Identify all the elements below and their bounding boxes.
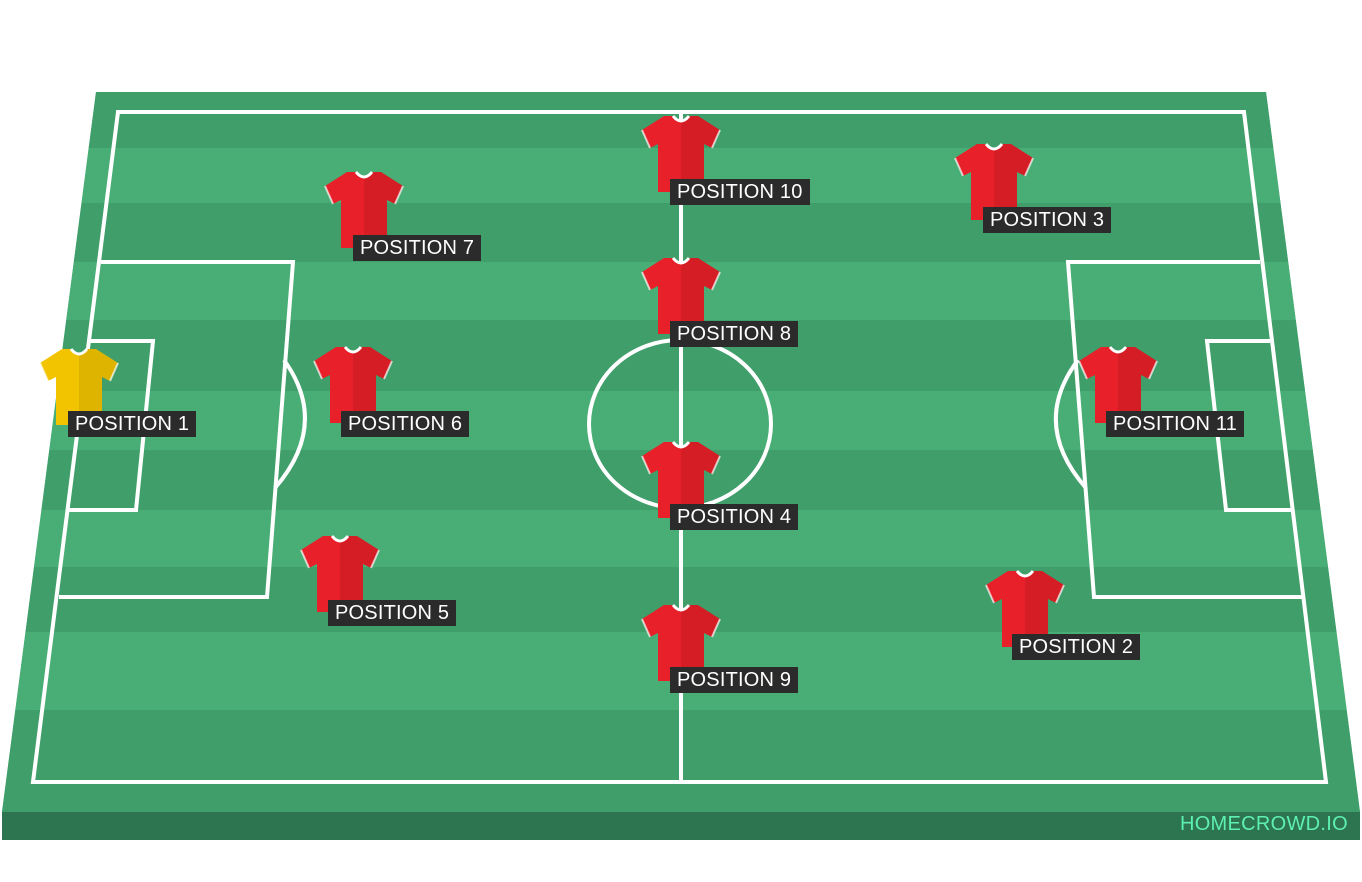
shirt-icon xyxy=(312,343,394,425)
player-position-label: POSITION 5 xyxy=(328,600,457,626)
touchline xyxy=(30,110,1329,784)
player-position-label: POSITION 2 xyxy=(1012,634,1141,660)
goalkeeper-shirt-icon xyxy=(38,345,120,427)
brand-watermark: HOMECROWD.IO xyxy=(1179,813,1348,835)
player-position-label: POSITION 9 xyxy=(670,667,799,693)
shirt-icon xyxy=(640,254,722,336)
player-position-label: POSITION 8 xyxy=(670,321,799,347)
left-penalty-area xyxy=(59,260,296,599)
right-penalty-area xyxy=(1065,260,1302,599)
shirt-icon xyxy=(640,601,722,683)
shirt-icon xyxy=(299,532,381,614)
player-position-label: POSITION 1 xyxy=(68,411,197,437)
shirt-icon xyxy=(953,140,1035,222)
pitch-base xyxy=(2,812,1360,840)
left-penalty-arc xyxy=(273,358,307,490)
shirt-icon xyxy=(323,168,405,250)
player-position-label: POSITION 6 xyxy=(341,411,470,437)
player-position-label: POSITION 3 xyxy=(983,207,1112,233)
player-position-label: POSITION 10 xyxy=(670,179,810,205)
shirt-icon xyxy=(1077,343,1159,425)
shirt-icon xyxy=(640,112,722,194)
player-position-label: POSITION 7 xyxy=(353,235,482,261)
right-penalty-arc xyxy=(1053,358,1088,490)
player-position-label: POSITION 4 xyxy=(670,504,799,530)
shirt-icon xyxy=(984,567,1066,649)
player-position-label: POSITION 11 xyxy=(1106,411,1245,437)
shirt-icon xyxy=(640,438,722,520)
